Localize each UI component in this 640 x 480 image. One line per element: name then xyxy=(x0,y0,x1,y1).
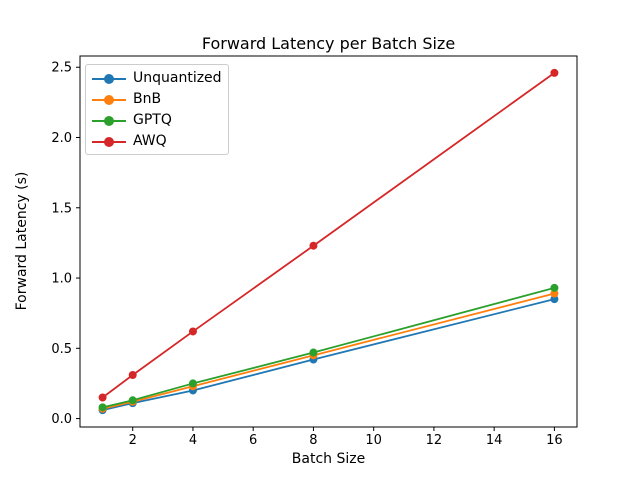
y-tick-label: 1.0 xyxy=(51,272,72,287)
legend-marker-gptq-icon xyxy=(92,115,126,127)
legend-entry-unquantized: Unquantized xyxy=(92,68,228,89)
data-point-unquantized xyxy=(550,295,559,304)
legend-marker-unquantized-icon xyxy=(92,73,126,85)
x-tick-label: 16 xyxy=(546,433,563,448)
series-line-bnb xyxy=(102,292,555,410)
x-tick-label: 2 xyxy=(129,433,137,448)
legend-entry-gptq: GPTQ xyxy=(92,110,228,131)
data-point-gptq xyxy=(128,396,137,405)
data-point-awq xyxy=(98,393,107,402)
y-tick-label: 0.0 xyxy=(51,412,72,427)
x-tick-label: 14 xyxy=(486,433,503,448)
y-axis-label: Forward Latency (s) xyxy=(14,171,30,311)
legend-marker-awq-icon xyxy=(92,136,126,148)
data-point-gptq xyxy=(98,403,107,412)
data-point-awq xyxy=(550,68,559,77)
x-axis-label: Batch Size xyxy=(291,451,366,467)
legend-entry-bnb: BnB xyxy=(92,89,228,110)
axes-frame xyxy=(79,55,578,428)
chart-title: Forward Latency per Batch Size xyxy=(201,34,456,53)
x-tick-label: 8 xyxy=(309,433,317,448)
x-tick-label: 4 xyxy=(189,433,197,448)
series-line-unquantized xyxy=(102,298,555,412)
data-point-awq xyxy=(128,371,137,380)
y-tick-label: 2.0 xyxy=(51,131,72,146)
data-point-bnb xyxy=(550,289,559,298)
legend-label: AWQ xyxy=(133,133,167,149)
data-point-gptq xyxy=(550,283,559,292)
x-tick-label: 6 xyxy=(249,433,257,448)
y-tick-label: 2.5 xyxy=(51,61,72,76)
legend-label: GPTQ xyxy=(133,112,172,128)
data-point-gptq xyxy=(309,348,318,357)
legend: Unquantized BnB GPTQ AWQ xyxy=(85,64,229,155)
legend-entry-awq: AWQ xyxy=(92,131,228,152)
x-tick-label: 10 xyxy=(365,433,382,448)
data-point-awq xyxy=(188,327,197,336)
data-point-gptq xyxy=(188,379,197,388)
y-tick-label: 1.5 xyxy=(51,201,72,216)
x-tick-label: 12 xyxy=(426,433,443,448)
legend-label: BnB xyxy=(133,91,162,107)
y-tick-label: 0.5 xyxy=(51,342,72,357)
legend-marker-bnb-icon xyxy=(92,94,126,106)
data-point-awq xyxy=(309,241,318,250)
legend-label: Unquantized xyxy=(133,70,222,86)
